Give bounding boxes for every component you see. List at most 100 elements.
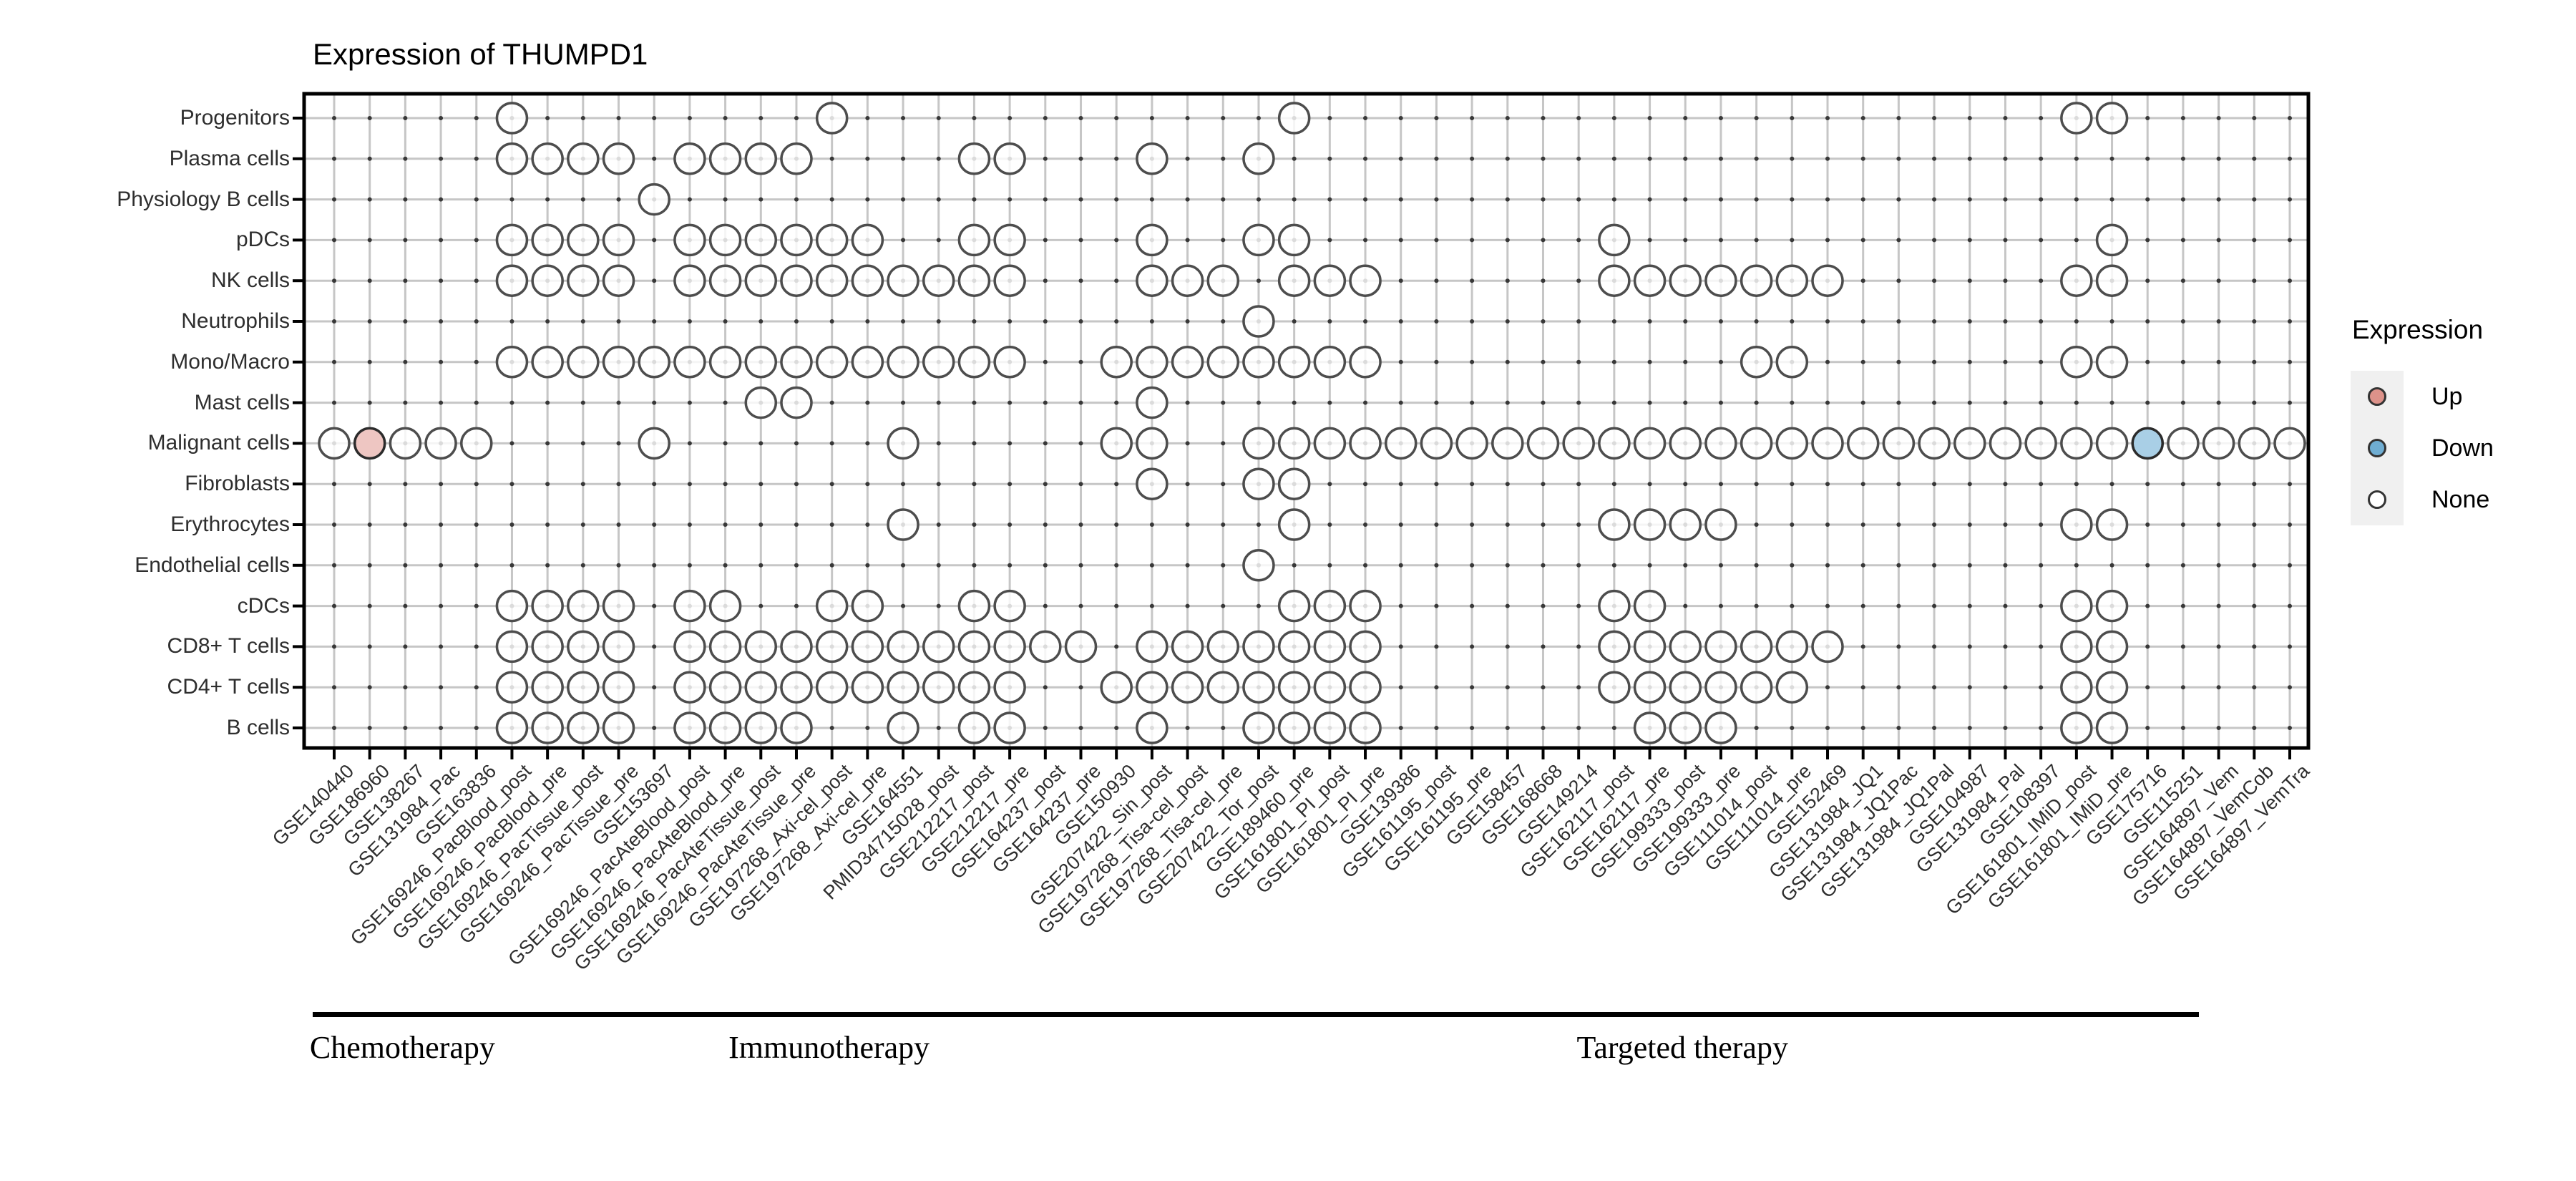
data-point-none	[460, 427, 493, 460]
grid-dot	[1967, 644, 1972, 649]
grid-dot	[1078, 563, 1083, 568]
data-point-none	[2060, 589, 2093, 623]
data-point-none	[2060, 102, 2093, 135]
data-point-none	[567, 346, 600, 379]
data-point-none	[815, 346, 849, 379]
data-point-none	[2273, 427, 2306, 460]
grid-dot	[2180, 359, 2185, 364]
data-point-none	[1171, 630, 1204, 664]
data-point-none	[1775, 346, 1809, 379]
grid-dot	[2216, 603, 2221, 608]
grid-dot	[1860, 685, 1865, 690]
grid-dot	[1043, 685, 1048, 690]
grid-dot	[2145, 359, 2150, 364]
grid-dot	[1078, 197, 1083, 202]
grid-dot	[1185, 603, 1190, 608]
grid-dot	[1505, 238, 1510, 243]
grid-dot	[1221, 238, 1226, 243]
grid-dot	[474, 278, 479, 283]
grid-dot	[2039, 523, 2044, 527]
grid-dot	[1576, 726, 1581, 730]
data-point-none	[708, 223, 742, 257]
grid-dot	[2180, 238, 2185, 243]
data-point-none	[424, 427, 457, 460]
grid-dot	[1683, 359, 1688, 364]
grid-dot	[2216, 482, 2221, 487]
grid-dot	[1043, 482, 1048, 487]
grid-dot	[2109, 197, 2114, 202]
grid-dot	[1114, 726, 1119, 730]
grid-dot	[1221, 603, 1226, 608]
grid-dot	[580, 400, 585, 405]
grid-dot	[2180, 278, 2185, 283]
grid-dot	[1896, 563, 1901, 568]
data-point-none	[2060, 264, 2093, 297]
grid-dot	[1541, 278, 1546, 283]
grid-dot	[2180, 603, 2185, 608]
data-point-none	[1349, 589, 1382, 623]
grid-dot	[2180, 726, 2185, 730]
data-point-none	[887, 427, 919, 460]
data-point-none	[1598, 589, 1631, 623]
data-point-none	[744, 223, 778, 257]
data-point-none	[1704, 630, 1737, 664]
data-point-none	[1384, 427, 1418, 460]
grid-dot	[1434, 644, 1439, 649]
grid-dot	[1470, 278, 1475, 283]
grid-dot	[2145, 116, 2150, 120]
grid-dot	[1576, 563, 1581, 568]
grid-dot	[2145, 278, 2150, 283]
grid-dot	[1078, 685, 1083, 690]
data-point-none	[1598, 630, 1631, 664]
grid-dot	[2288, 726, 2292, 730]
grid-dot	[1434, 278, 1439, 283]
grid-dot	[474, 238, 479, 243]
grid-dot	[403, 319, 408, 324]
grid-dot	[1860, 644, 1865, 649]
grid-dot	[2216, 726, 2221, 730]
grid-dot	[474, 563, 479, 568]
grid-dot	[1790, 523, 1795, 527]
grid-dot	[474, 644, 479, 649]
data-point-none	[780, 630, 813, 664]
data-point-none	[531, 346, 564, 379]
grid-dot	[2180, 523, 2185, 527]
grid-dot	[2288, 523, 2292, 527]
data-point-none	[744, 142, 778, 175]
grid-dot	[1256, 278, 1261, 283]
grid-dot	[1896, 278, 1901, 283]
data-point-none	[1775, 264, 1809, 297]
grid-dot	[1541, 156, 1546, 161]
grid-dot	[1078, 603, 1083, 608]
grid-dot	[439, 238, 444, 243]
grid-dot	[1149, 563, 1154, 568]
grid-dot	[1860, 197, 1865, 202]
grid-dot	[687, 482, 692, 487]
grid-dot	[687, 400, 692, 405]
grid-dot	[1470, 563, 1475, 568]
grid-dot	[332, 400, 336, 405]
data-point-none	[1136, 671, 1169, 704]
grid-dot	[1185, 116, 1190, 120]
grid-dot	[2039, 319, 2044, 324]
data-point-none	[2095, 264, 2129, 297]
grid-dot	[1043, 400, 1048, 405]
grid-dot	[439, 319, 444, 324]
grid-dot	[1363, 116, 1368, 120]
data-point-none	[1846, 427, 1880, 460]
grid-dot	[829, 400, 834, 405]
grid-dot	[580, 482, 585, 487]
grid-dot	[1114, 319, 1119, 324]
data-point-none	[1277, 711, 1311, 744]
grid-dot	[1825, 726, 1830, 730]
grid-dot	[972, 197, 977, 202]
data-point-none	[1669, 508, 1702, 541]
data-point-none	[922, 346, 955, 379]
row-label: Fibroblasts	[185, 472, 290, 496]
grid-dot	[474, 482, 479, 487]
plot-border	[302, 92, 2311, 750]
grid-dot	[1327, 563, 1332, 568]
grid-dot	[439, 644, 444, 649]
data-point-none	[531, 264, 564, 297]
grid-dot	[1078, 482, 1083, 487]
